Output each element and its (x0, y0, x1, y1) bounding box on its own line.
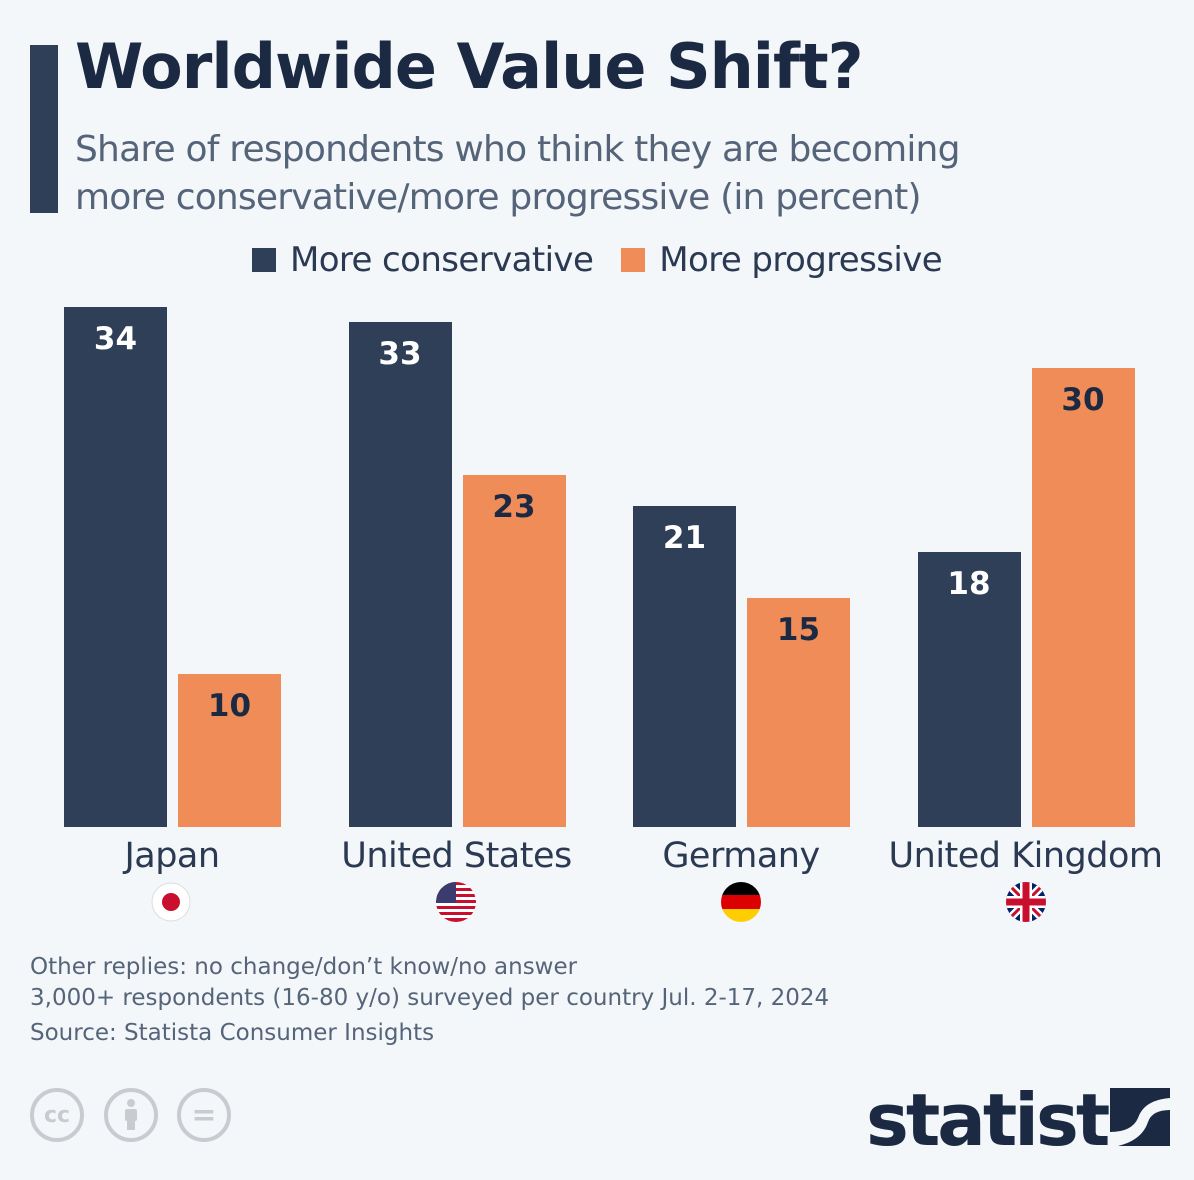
usa-flag-icon (436, 882, 476, 922)
data-label: 18 (947, 565, 991, 602)
bar-chart: 34 10 Japan 33 23 United States 21 15 Germany 18 3… (64, 306, 1163, 876)
equals-label: = (191, 1097, 217, 1133)
chart-title: Worldwide Value Shift? (75, 30, 864, 103)
legend-label-progressive: More progressive (659, 240, 943, 280)
bar-japan-progressive (178, 674, 281, 827)
note-respondents: 3,000+ respondents (16-80 y/o) surveyed … (30, 985, 830, 1011)
person-icon (125, 1099, 137, 1130)
note-other-replies: Other replies: no change/don’t know/no a… (30, 954, 578, 980)
bar-germany-conservative (633, 505, 736, 827)
no-derivatives-icon[interactable]: = (177, 1088, 231, 1142)
cc-label: cc (43, 1102, 71, 1128)
bar-germany-progressive (747, 597, 850, 827)
category-label: United Kingdom (888, 836, 1163, 876)
legend-item-conservative: More conservative (251, 240, 594, 280)
statista-logo-mark-icon (1110, 1088, 1170, 1146)
legend: More conservative More progressive (0, 240, 1194, 280)
legend-label-conservative: More conservative (289, 240, 594, 280)
data-label: 23 (492, 489, 536, 526)
japan-flag-icon (151, 882, 191, 922)
subtitle-line-2: more conservative/more progressive (in p… (75, 177, 922, 218)
creative-commons-icon[interactable]: cc (30, 1088, 84, 1142)
category-label: Japan (124, 836, 220, 876)
title-accent-bar (30, 45, 58, 213)
germany-flag-icon (721, 882, 761, 922)
category-label: Germany (662, 836, 820, 876)
bar-japan-conservative (64, 306, 167, 827)
category-label: United States (341, 836, 572, 876)
data-label: 30 (1061, 382, 1105, 418)
data-label: 34 (93, 320, 138, 357)
footnotes: Other replies: no change/don’t know/no a… (30, 952, 829, 1014)
bar-united-kingdom-conservative (917, 551, 1021, 827)
chart-subtitle: Share of respondents who think they are … (75, 126, 960, 222)
uk-flag-icon (1006, 882, 1046, 922)
source-note: Source: Statista Consumer Insights (30, 1020, 435, 1046)
data-label: 21 (662, 519, 707, 556)
data-label: 33 (378, 336, 422, 373)
legend-swatch-progressive (621, 248, 646, 272)
legend-swatch-conservative (251, 248, 276, 272)
subtitle-line-1: Share of respondents who think they are … (75, 129, 960, 170)
statista-logo[interactable]: statista (866, 1078, 1156, 1162)
bar-united-states-conservative (348, 322, 452, 827)
attribution-icon[interactable] (104, 1088, 158, 1142)
bar-united-states-progressive (462, 475, 566, 827)
bar-united-kingdom-progressive (1031, 368, 1135, 827)
data-label: 10 (207, 688, 252, 724)
legend-item-progressive: More progressive (621, 240, 943, 280)
data-label: 15 (776, 611, 821, 648)
